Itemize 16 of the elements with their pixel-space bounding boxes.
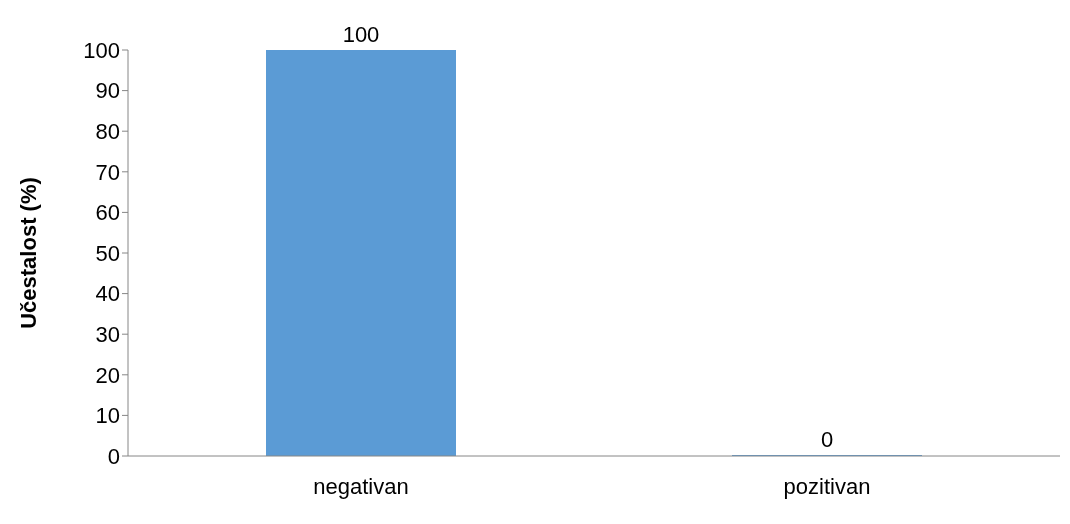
y-tick-label: 40 <box>95 281 120 307</box>
data-label: 100 <box>342 22 380 47</box>
y-tick-label: 50 <box>95 240 120 266</box>
y-tick-label: 80 <box>95 119 120 145</box>
y-tick-label: 90 <box>95 78 120 104</box>
x-tick-label: negativan <box>313 473 409 499</box>
y-tick-label: 20 <box>95 362 120 388</box>
y-tick-label: 60 <box>95 200 120 226</box>
x-tick-label: pozitivan <box>783 473 871 499</box>
y-tick-label: 0 <box>107 443 120 469</box>
y-tick-label: 70 <box>95 159 120 185</box>
y-tick-label: 100 <box>83 37 120 63</box>
data-label: 0 <box>820 427 834 452</box>
y-tick-label: 10 <box>95 403 120 429</box>
y-tick-label: 30 <box>95 322 120 348</box>
y-axis-title: Učestalost (%) <box>15 177 41 329</box>
